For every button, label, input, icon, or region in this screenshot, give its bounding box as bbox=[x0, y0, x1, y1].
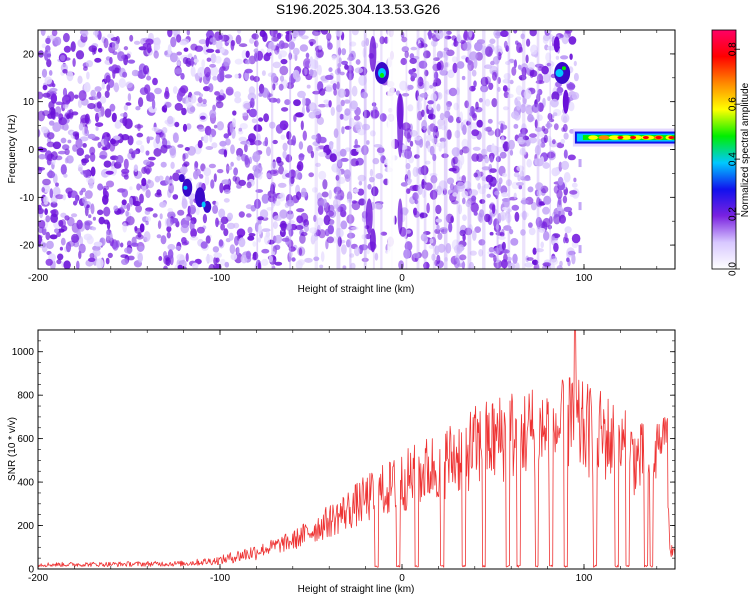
spectrogram-y-ticks: 20 10 0 -10 -20 bbox=[20, 29, 675, 270]
feature-cluster-right-tail bbox=[562, 89, 569, 114]
colorbar-label: Normalized spectral amplitude bbox=[740, 82, 750, 217]
faint-dash bbox=[578, 202, 582, 211]
tone-band-max bbox=[668, 135, 675, 140]
tone-band-max bbox=[655, 135, 662, 140]
snr-x-ticks: -200 -100 0 100 bbox=[28, 330, 658, 584]
spectrogram-y-tick-label: 10 bbox=[23, 97, 35, 108]
spectrogram-x-tick-label: 100 bbox=[576, 273, 593, 284]
colorbar-tick-label: 0.0 bbox=[728, 262, 739, 276]
spectrogram-x-tick-label: -100 bbox=[210, 273, 230, 284]
snr-x-label: Height of straight line (km) bbox=[298, 584, 415, 595]
snr-y-tick-label: 200 bbox=[17, 521, 34, 532]
feature-cluster-right-peak bbox=[555, 69, 564, 78]
snr-y-tick-label: 600 bbox=[17, 434, 34, 445]
snr-x-tick-label: -200 bbox=[28, 573, 48, 584]
spectrogram-y-tick-label: 0 bbox=[28, 145, 34, 156]
spectrogram-y-tick-label: 20 bbox=[23, 49, 35, 60]
colorbar-tick-label: 0.4 bbox=[728, 152, 739, 166]
spectrogram-x-label: Height of straight line (km) bbox=[298, 284, 415, 295]
colorbar-tick-label: 0.2 bbox=[728, 207, 739, 221]
tone-band-peak bbox=[608, 135, 622, 140]
spectrogram-y-label: Frequency (Hz) bbox=[7, 115, 18, 184]
spectrogram-speckle bbox=[38, 30, 581, 269]
colorbar: 0.0 0.2 0.4 0.6 0.8 Normalized spectral ampl… bbox=[711, 29, 750, 276]
tone-band-peak bbox=[620, 135, 632, 140]
snr-y-label: SNR (10 * v/v) bbox=[7, 417, 18, 481]
chart-title: S196.2025.304.13.53.G26 bbox=[275, 1, 441, 17]
colorbar-frame bbox=[711, 29, 737, 270]
faint-dash bbox=[578, 245, 582, 254]
snr-panel: -200 -100 0 100 0 200 400 600 800 1000 Height of… bbox=[7, 329, 676, 595]
feature-cluster-left-peak bbox=[201, 201, 206, 208]
snr-x-tick-label: 0 bbox=[399, 573, 405, 584]
feature-cluster-right-core bbox=[561, 66, 566, 71]
snr-y-tick-label: 400 bbox=[17, 478, 34, 489]
tone-band-peak bbox=[598, 135, 610, 140]
colorbar-ticks: 0.0 0.2 0.4 0.6 0.8 bbox=[728, 42, 740, 276]
snr-y-tick-label: 1000 bbox=[12, 347, 35, 358]
colorbar-tick-label: 0.8 bbox=[728, 42, 739, 56]
spectrogram-y-tick-label: -20 bbox=[20, 241, 35, 252]
spectrogram-y-tick-label: -10 bbox=[20, 193, 35, 204]
snr-x-tick-label: 100 bbox=[576, 573, 593, 584]
spectrogram-x-tick-label: 0 bbox=[399, 273, 405, 284]
tone-band-max bbox=[642, 135, 649, 140]
snr-series-line bbox=[38, 330, 675, 568]
snr-y-ticks: 0 200 400 600 800 1000 bbox=[12, 329, 675, 576]
feature-cluster-center-core bbox=[379, 72, 384, 78]
tone-band-max bbox=[630, 135, 637, 140]
tone-band-peak bbox=[588, 135, 598, 140]
feature-cluster-left bbox=[178, 174, 185, 183]
spectrogram-x-ticks: -200 -100 0 100 bbox=[28, 30, 658, 284]
snr-y-tick-label: 800 bbox=[17, 391, 34, 402]
faint-dash bbox=[578, 159, 582, 168]
colorbar-tick-label: 0.6 bbox=[728, 97, 739, 111]
feature-cluster-left-peak bbox=[183, 185, 188, 190]
spectrogram-x-tick-label: -200 bbox=[28, 273, 48, 284]
tone-band-max bbox=[617, 135, 624, 140]
feature-cluster-right-tail bbox=[553, 36, 560, 53]
snr-y-tick-label: 0 bbox=[28, 565, 34, 576]
colorbar-gradient bbox=[712, 30, 736, 269]
spectrogram-features bbox=[178, 36, 675, 254]
snr-x-tick-label: -100 bbox=[210, 573, 230, 584]
